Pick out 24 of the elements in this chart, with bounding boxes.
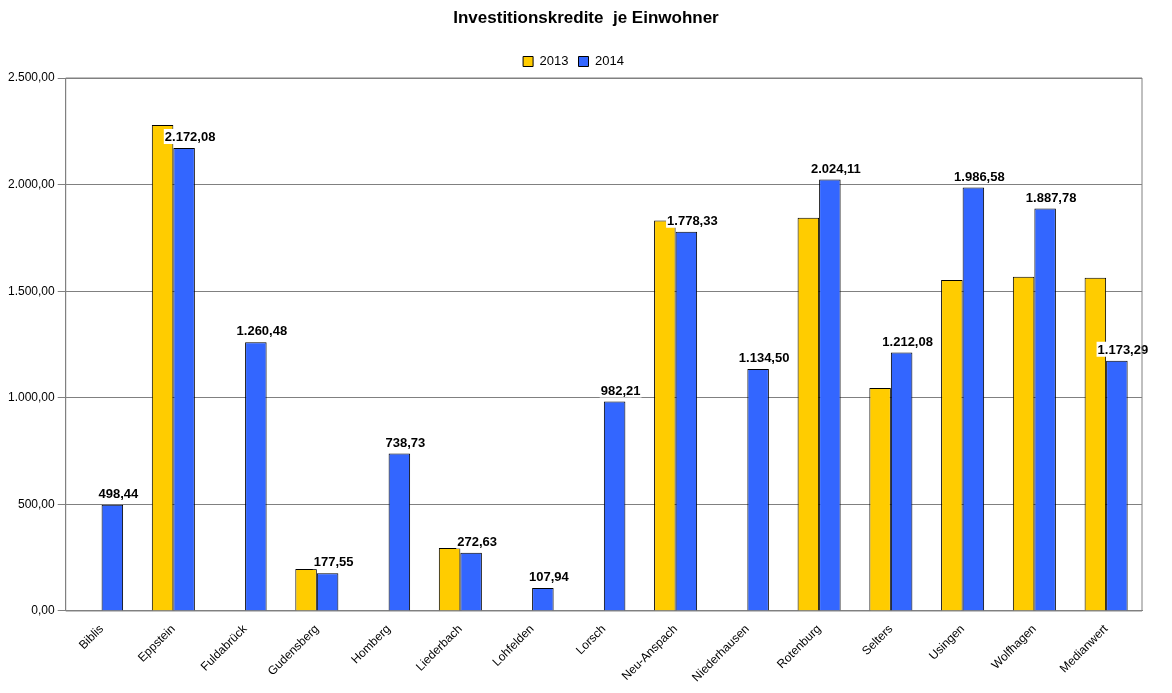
y-tick-label: 2.000,00 — [7, 176, 56, 191]
data-label: 1.134,50 — [738, 350, 790, 366]
y-tick-label: 1.000,00 — [7, 390, 56, 405]
y-tick-label: 0,00 — [31, 603, 56, 618]
data-label: 1.778,33 — [667, 212, 718, 228]
data-label: 1.986,58 — [954, 168, 1005, 184]
legend-label: 2014 — [595, 53, 624, 69]
data-label: 177,55 — [313, 554, 354, 570]
data-label: 272,63 — [457, 533, 497, 549]
data-label: 2.024,11 — [810, 160, 861, 176]
data-label: 107,94 — [528, 569, 570, 585]
y-tick-label: 1.500,00 — [7, 283, 56, 298]
data-label: 1.212,08 — [882, 333, 933, 349]
y-tick-label: 500,00 — [18, 496, 56, 511]
data-label: 738,73 — [385, 434, 426, 450]
y-tick-label: 2.500,00 — [7, 70, 56, 85]
data-label: 1.887,78 — [1025, 189, 1077, 205]
legend-label: 2013 — [539, 53, 569, 69]
chart-title: Investitionskredite je Einwohner — [452, 8, 720, 28]
data-label: 2.172,08 — [164, 128, 216, 144]
data-label: 498,44 — [98, 485, 139, 501]
data-label: 982,21 — [600, 382, 641, 398]
data-label: 1.173,29 — [1097, 341, 1149, 357]
data-label: 1.260,48 — [236, 323, 288, 339]
